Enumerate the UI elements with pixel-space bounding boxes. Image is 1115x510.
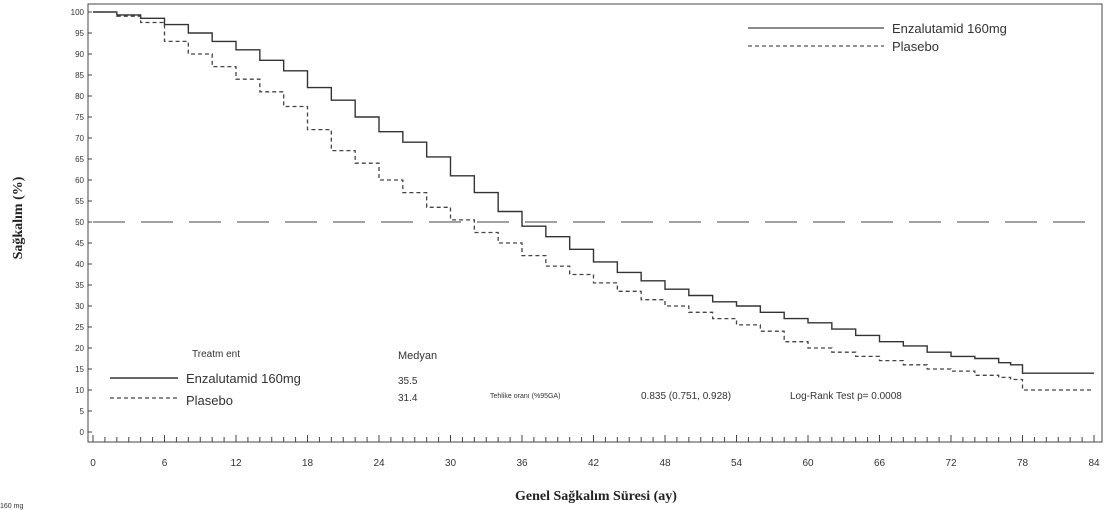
x-tick-label: 18 (302, 458, 314, 469)
y-tick-label: 55 (75, 197, 84, 206)
y-axis-ticks: 0 5 10 15 20 25 30 35 40 45 50 55 60 65 70 75 80 85 90 95 10… (71, 8, 92, 437)
x-tick-label: 54 (731, 458, 743, 469)
logrank-test: Log-Rank Test p= 0.0008 (790, 391, 902, 402)
y-axis-title: Sağkalım (%) (11, 176, 26, 259)
y-tick-label: 70 (75, 134, 84, 143)
y-tick-label: 65 (75, 155, 84, 164)
y-tick-label: 75 (75, 113, 84, 122)
y-tick-label: 80 (75, 92, 84, 101)
x-tick-label: 24 (373, 458, 385, 469)
x-tick-label: 60 (802, 458, 814, 469)
table-label-enzalutamid: Enzalutamid 160mg (186, 371, 301, 386)
x-axis-ticks: 0 6 12 18 24 30 36 42 48 54 60 66 72 78 84 (90, 435, 1100, 469)
plot-frame (87, 3, 1103, 443)
summary-table: Treatm ent Medyan Enzalutamid 160mg 35.5… (110, 349, 902, 408)
y-tick-label: 60 (75, 176, 84, 185)
y-tick-label: 100 (71, 8, 85, 17)
x-tick-label: 48 (659, 458, 671, 469)
y-tick-label: 95 (75, 29, 84, 38)
x-tick-label: 30 (445, 458, 457, 469)
x-tick-label: 84 (1088, 458, 1100, 469)
y-tick-label: 20 (75, 344, 84, 353)
x-tick-label: 0 (90, 458, 96, 469)
y-tick-label: 35 (75, 281, 84, 290)
series-line-plasebo (93, 11, 1094, 391)
table-median-enzalutamid: 35.5 (398, 376, 418, 387)
y-tick-label: 30 (75, 302, 84, 311)
y-tick-label: 25 (75, 323, 84, 332)
y-tick-label: 15 (75, 365, 84, 374)
hazard-ratio-label: Tehlike oranı (%95GA) (490, 393, 560, 400)
y-tick-label: 50 (75, 218, 84, 227)
y-tick-label: 90 (75, 50, 84, 59)
table-median-plasebo: 31.4 (398, 393, 418, 404)
treatment-header: Treatm ent (192, 349, 240, 360)
x-tick-label: 66 (874, 458, 886, 469)
series-line-enzalutamid (93, 11, 1094, 374)
y-tick-label: 10 (75, 386, 84, 395)
x-tick-label: 6 (162, 458, 168, 469)
x-tick-label: 72 (945, 458, 957, 469)
y-tick-label: 45 (75, 239, 84, 248)
x-tick-label: 78 (1017, 458, 1029, 469)
footnote-fragment: 160 mg (0, 503, 23, 510)
x-tick-label: 36 (516, 458, 528, 469)
y-tick-label: 40 (75, 260, 84, 269)
y-tick-label: 85 (75, 71, 84, 80)
x-tick-label: 42 (588, 458, 600, 469)
y-tick-label: 5 (80, 407, 85, 416)
y-tick-label: 0 (80, 428, 85, 437)
hazard-ratio-value: 0.835 (0.751, 0.928) (641, 391, 731, 402)
x-tick-label: 12 (230, 458, 242, 469)
legend-label-enzalutamid: Enzalutamid 160mg (892, 21, 1007, 36)
legend-label-plasebo: Plasebo (892, 39, 939, 54)
median-header: Medyan (398, 350, 437, 362)
x-axis-title: Genel Sağkalım Süresi (ay) (515, 489, 677, 504)
legend-top: Enzalutamid 160mg Plasebo (748, 21, 1007, 54)
table-label-plasebo: Plasebo (186, 393, 233, 408)
